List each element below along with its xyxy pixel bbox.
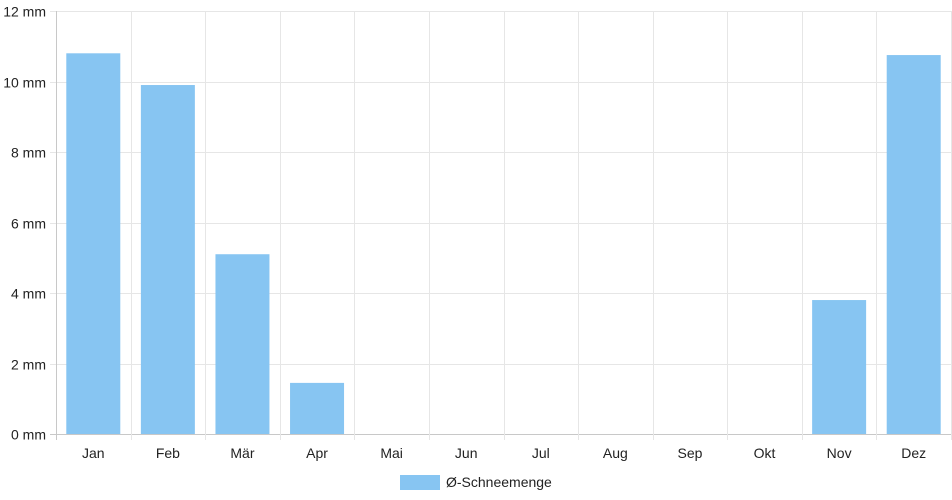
x-tick-label: Jan: [82, 445, 105, 461]
y-tick-label: 2 mm: [11, 357, 46, 373]
y-tick-label: 10 mm: [3, 75, 46, 91]
bar[interactable]: [886, 55, 941, 434]
bar-series: [66, 53, 941, 435]
x-tick-label: Feb: [156, 445, 180, 461]
x-tick-label: Sep: [677, 445, 702, 461]
x-tick-label: Nov: [827, 445, 852, 461]
x-tick-label: Dez: [901, 445, 926, 461]
legend[interactable]: Ø-Schneemenge: [400, 474, 552, 490]
grid-lines: [50, 11, 952, 440]
bar[interactable]: [812, 300, 867, 434]
x-axis: Jan Feb Mär Apr Mai Jun Jul Aug Sep Okt Nov Dez: [82, 445, 926, 461]
bar[interactable]: [66, 53, 121, 435]
bar[interactable]: [290, 382, 345, 434]
x-tick-label: Aug: [603, 445, 628, 461]
x-tick-label: Apr: [306, 445, 328, 461]
y-tick-label: 8 mm: [11, 145, 46, 161]
legend-label: Ø-Schneemenge: [446, 474, 552, 490]
bar[interactable]: [140, 85, 195, 435]
legend-swatch: [400, 475, 440, 490]
y-tick-label: 12 mm: [3, 4, 46, 20]
y-tick-label: 4 mm: [11, 286, 46, 302]
y-tick-label: 0 mm: [11, 427, 46, 443]
x-tick-label: Jul: [532, 445, 550, 461]
bar[interactable]: [215, 254, 270, 434]
y-axis: 0 mm 2 mm 4 mm 6 mm 8 mm 10 mm 12 mm: [3, 4, 46, 443]
x-tick-label: Mär: [230, 445, 254, 461]
x-tick-label: Okt: [754, 445, 776, 461]
y-tick-label: 6 mm: [11, 216, 46, 232]
x-tick-label: Jun: [455, 445, 478, 461]
x-tick-label: Mai: [380, 445, 403, 461]
